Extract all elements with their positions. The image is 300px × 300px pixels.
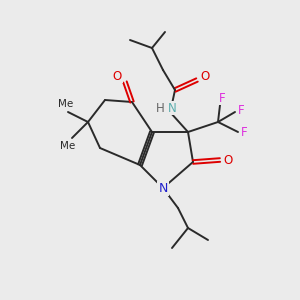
Text: Me: Me — [58, 99, 74, 109]
Text: N: N — [168, 101, 176, 115]
Text: H: H — [156, 101, 164, 115]
Text: F: F — [241, 125, 247, 139]
Text: O: O — [200, 70, 210, 83]
Text: F: F — [238, 103, 244, 116]
Text: O: O — [112, 70, 122, 83]
Text: F: F — [219, 92, 225, 104]
Text: O: O — [224, 154, 232, 166]
Text: N: N — [158, 182, 168, 194]
Text: Me: Me — [60, 141, 76, 151]
